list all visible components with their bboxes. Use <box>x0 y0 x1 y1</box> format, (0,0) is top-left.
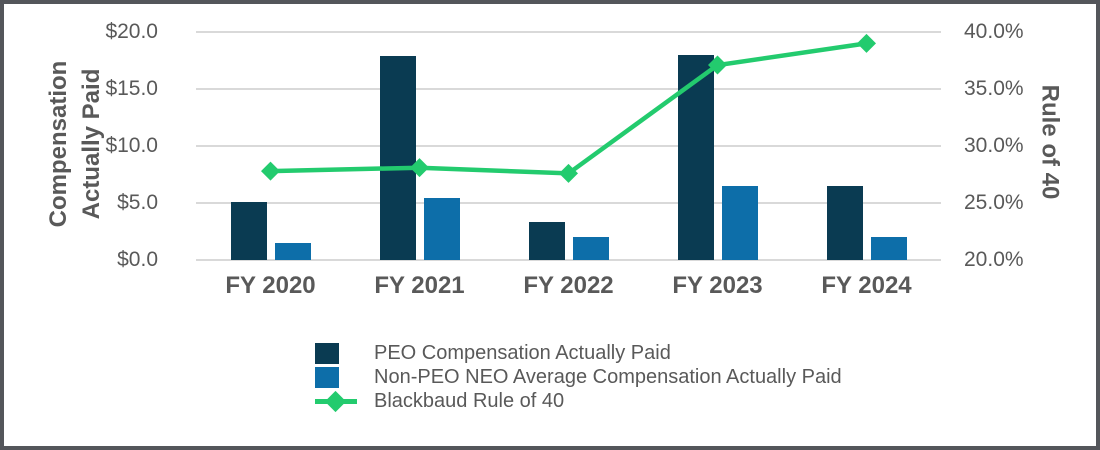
legend-swatch-rule-of-40 <box>315 389 357 413</box>
legend-swatch-peo <box>315 341 357 365</box>
diamond-marker-fy-2020 <box>261 161 280 181</box>
gridline <box>196 202 941 204</box>
x-axis-label: FY 2024 <box>821 272 912 299</box>
plot-area <box>196 31 941 261</box>
x-axis-label: FY 2021 <box>374 272 465 299</box>
legend-item-rule-of-40: Blackbaud Rule of 40 <box>315 389 842 413</box>
right-axis-tick: 25.0% <box>964 191 1024 214</box>
left-axis-tick: $20.0 <box>105 20 158 43</box>
gridline <box>196 259 941 261</box>
left-axis-tick: $10.0 <box>105 134 158 157</box>
x-axis-label: FY 2020 <box>225 272 316 299</box>
diamond-marker-fy-2024 <box>857 33 876 53</box>
bar-non-peo-fy-2021 <box>424 198 460 260</box>
gridline <box>196 31 941 33</box>
left-axis-tick: $5.0 <box>117 191 158 214</box>
legend: PEO Compensation Actually Paid Non-PEO N… <box>315 341 842 413</box>
right-axis-tick: 20.0% <box>964 248 1024 271</box>
x-axis-label: FY 2023 <box>672 272 763 299</box>
x-axis-label: FY 2022 <box>523 272 614 299</box>
left-axis-tick: $0.0 <box>117 248 158 271</box>
bar-non-peo-fy-2024 <box>871 237 907 260</box>
left-axis-title-line1: Compensation <box>45 60 72 228</box>
diamond-marker-fy-2022 <box>559 163 578 183</box>
right-axis-tick: 40.0% <box>964 20 1024 43</box>
square-swatch-icon <box>315 366 339 388</box>
diamond-marker-icon <box>324 390 347 413</box>
legend-item-peo-compensation: PEO Compensation Actually Paid <box>315 341 842 365</box>
gridline <box>196 88 941 90</box>
right-axis-tick: 35.0% <box>964 77 1024 100</box>
bar-non-peo-fy-2023 <box>722 186 758 260</box>
bar-non-peo-fy-2020 <box>275 243 311 260</box>
diamond-marker-fy-2023 <box>708 55 727 75</box>
legend-swatch-non-peo <box>315 365 357 389</box>
legend-label: PEO Compensation Actually Paid <box>374 341 671 364</box>
legend-label: Non-PEO NEO Average Compensation Actuall… <box>374 365 842 388</box>
legend-label: Blackbaud Rule of 40 <box>374 389 565 412</box>
bar-non-peo-fy-2022 <box>573 237 609 260</box>
right-axis-tick: 30.0% <box>964 134 1024 157</box>
bar-peo-fy-2024 <box>827 186 863 260</box>
gridline <box>196 145 941 147</box>
diamond-marker-fy-2021 <box>410 158 429 178</box>
right-axis-title: Rule of 40 <box>1036 84 1064 200</box>
bar-peo-fy-2022 <box>529 222 565 260</box>
rule-of-40-line-layer <box>261 33 876 183</box>
left-axis-tick: $15.0 <box>105 77 158 100</box>
legend-item-non-peo-compensation: Non-PEO NEO Average Compensation Actuall… <box>315 365 842 389</box>
square-swatch-icon <box>315 342 339 364</box>
bar-peo-fy-2020 <box>231 202 267 260</box>
bar-peo-fy-2021 <box>380 56 416 260</box>
rule-of-40-line <box>270 41 867 176</box>
